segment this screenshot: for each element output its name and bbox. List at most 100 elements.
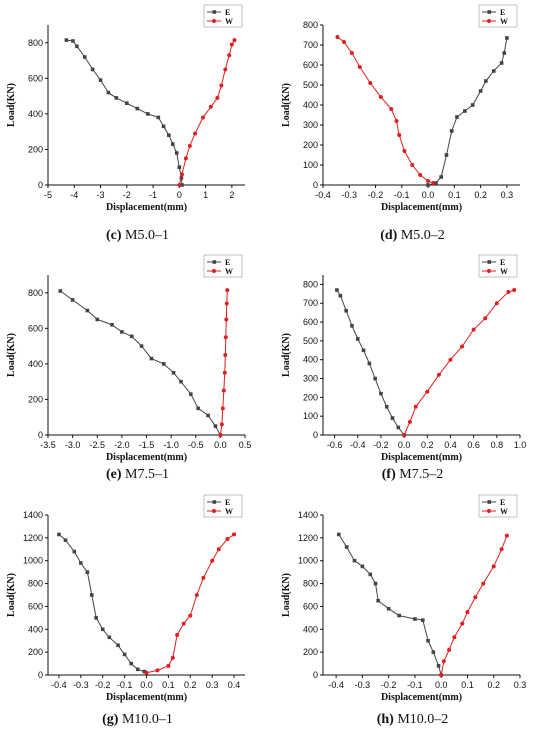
data-point-e xyxy=(114,96,119,100)
y-tick-label: 400 xyxy=(28,624,43,634)
data-point-e xyxy=(98,78,103,82)
data-point-e xyxy=(146,112,150,116)
data-point-e xyxy=(439,175,443,179)
x-tick-label: 0.0 xyxy=(398,440,411,450)
x-tick-label: -0.4 xyxy=(350,440,366,450)
data-point-e xyxy=(170,142,175,146)
data-point-e xyxy=(396,425,401,430)
x-tick-label: 0.5 xyxy=(239,440,252,450)
data-point-w xyxy=(175,633,180,637)
legend-label-w: W xyxy=(500,17,508,26)
x-tick-label: 0.0 xyxy=(422,190,435,200)
data-point-w xyxy=(187,143,192,148)
x-tick-label: 1.0 xyxy=(514,440,527,450)
y-tick-label: 400 xyxy=(303,355,318,365)
caption-name: M5.0–1 xyxy=(121,228,169,243)
y-axis-title: Load(KN) xyxy=(6,83,17,127)
data-point-w xyxy=(499,547,504,552)
chart-caption: (e) M7.5–1 xyxy=(0,467,275,483)
data-point-w xyxy=(200,115,205,120)
legend-label-e: E xyxy=(500,498,505,507)
data-point-w xyxy=(208,104,213,109)
data-point-e xyxy=(368,572,373,577)
x-tick-label: -5 xyxy=(44,190,52,200)
chart-panel: -3.5 -3.0 -2.5 -2.0 -1.5 -1.0 -0.5 0.0 0.5 0 200 40… xyxy=(0,250,275,495)
y-tick-label: 600 xyxy=(303,317,318,327)
legend-marker-e xyxy=(487,10,492,14)
chart-svg: -0.4 -0.3 -0.2 -0.1 0.0 0.1 0.2 0.3 0 100 200 300 40… xyxy=(281,4,520,213)
x-axis-title: Displacement(mm) xyxy=(106,452,187,463)
data-point-w xyxy=(177,183,182,187)
caption-letter: (g) xyxy=(102,712,119,727)
x-tick-label: 0.6 xyxy=(467,440,480,450)
data-point-w xyxy=(219,422,224,427)
data-point-e xyxy=(502,51,507,55)
data-point-e xyxy=(361,348,366,353)
chart-panel: -0.4 -0.3 -0.2 -0.1 0.0 0.1 0.2 0.3 0 100 200 300 40… xyxy=(275,0,550,245)
y-tick-label: 0 xyxy=(38,180,43,190)
chart-svg: -0.4 -0.3 -0.2 -0.1 0.0 0.1 0.2 0.3 0 200 400 600 80… xyxy=(281,494,526,703)
data-point-w xyxy=(460,344,465,349)
data-point-w xyxy=(222,370,227,375)
y-tick-label: 800 xyxy=(28,579,43,589)
data-point-e xyxy=(82,55,87,59)
data-point-w xyxy=(394,119,399,123)
y-axis-title: Load(KN) xyxy=(281,573,292,617)
data-point-e xyxy=(57,532,61,537)
x-tick-label: 0.8 xyxy=(491,440,504,450)
data-point-e xyxy=(463,109,467,113)
x-tick-label: 0.1 xyxy=(448,190,461,200)
legend-marker-e xyxy=(212,260,217,264)
y-tick-label: 400 xyxy=(303,100,318,110)
y-tick-label: 800 xyxy=(303,579,318,589)
series-line-e xyxy=(338,534,442,676)
series-line-w xyxy=(146,533,235,674)
x-tick-label: -0.4 xyxy=(51,680,67,690)
legend: EW xyxy=(203,4,243,28)
y-tick-label: 600 xyxy=(28,73,43,83)
data-point-w xyxy=(465,610,470,615)
data-point-w xyxy=(481,581,486,586)
x-tick-label: 0.1 xyxy=(162,680,175,690)
data-point-e xyxy=(156,115,161,120)
data-point-w xyxy=(448,357,453,362)
data-point-e xyxy=(64,38,69,42)
data-point-w xyxy=(225,288,230,293)
data-point-e xyxy=(122,652,127,657)
y-tick-label: 0 xyxy=(38,670,43,680)
data-point-e xyxy=(120,330,124,334)
data-point-w xyxy=(418,173,423,177)
data-point-w xyxy=(218,433,223,437)
y-tick-label: 0 xyxy=(313,430,318,440)
x-tick-label: -0.4 xyxy=(328,680,344,690)
y-tick-label: 200 xyxy=(303,647,318,657)
x-tick-label: -0.3 xyxy=(73,680,89,690)
caption-name: M10.0–1 xyxy=(118,712,173,727)
x-tick-label: 0.2 xyxy=(421,440,434,450)
data-point-e xyxy=(413,617,417,621)
chart-caption: (c) M5.0–1 xyxy=(0,228,275,244)
data-point-w xyxy=(215,95,220,100)
x-tick-label: 0.4 xyxy=(444,440,457,450)
y-tick-label: 200 xyxy=(28,394,43,404)
x-tick-label: -0.4 xyxy=(315,190,331,200)
data-point-w xyxy=(397,133,402,137)
legend-marker-w xyxy=(487,19,491,23)
data-point-w xyxy=(220,406,225,411)
data-point-e xyxy=(149,356,154,361)
data-point-w xyxy=(155,668,160,673)
data-point-e xyxy=(142,669,147,674)
data-point-w xyxy=(232,38,237,43)
data-point-w xyxy=(491,564,496,569)
y-tick-label: 400 xyxy=(303,624,318,634)
y-tick-label: 200 xyxy=(28,144,43,154)
data-point-w xyxy=(166,663,171,668)
data-point-e xyxy=(72,549,77,554)
legend-marker-w xyxy=(212,269,216,273)
x-tick-label: 0.0 xyxy=(435,680,448,690)
data-point-e xyxy=(135,667,140,672)
chart-svg: -5 -4 -3 -2 -1 0 1 2 0 200 400 600 800 Displacement(m… xyxy=(6,4,245,213)
y-axis-title: Load(KN) xyxy=(281,83,292,127)
data-point-w xyxy=(219,83,224,88)
data-point-e xyxy=(129,661,133,666)
